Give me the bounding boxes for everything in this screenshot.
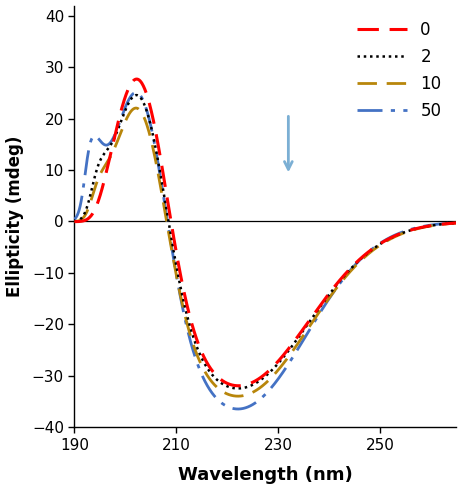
Y-axis label: Ellipticity (mdeg): Ellipticity (mdeg) [6, 136, 24, 297]
X-axis label: Wavelength (nm): Wavelength (nm) [178, 466, 353, 485]
Legend: 0, 2, 10, 50: 0, 2, 10, 50 [350, 14, 448, 127]
